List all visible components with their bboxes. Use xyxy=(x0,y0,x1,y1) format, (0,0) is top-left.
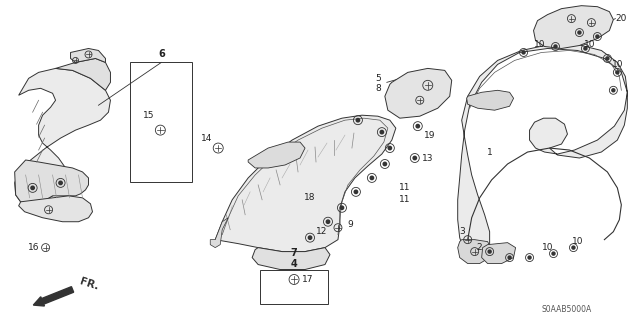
Circle shape xyxy=(340,206,344,210)
Text: 2: 2 xyxy=(477,243,483,252)
Text: 8: 8 xyxy=(375,84,381,93)
Text: 9: 9 xyxy=(347,220,353,229)
Polygon shape xyxy=(70,48,106,63)
FancyArrow shape xyxy=(33,287,74,306)
Circle shape xyxy=(31,186,35,189)
Text: 19: 19 xyxy=(424,130,435,140)
Circle shape xyxy=(488,250,491,253)
Circle shape xyxy=(326,220,330,223)
Bar xyxy=(260,270,328,304)
Circle shape xyxy=(572,246,575,249)
Text: 10: 10 xyxy=(584,40,595,49)
Bar xyxy=(131,63,192,182)
Circle shape xyxy=(354,190,358,194)
Circle shape xyxy=(59,181,62,185)
Text: S0AAB5000A: S0AAB5000A xyxy=(541,305,591,314)
Text: 20: 20 xyxy=(616,14,627,23)
Text: 5: 5 xyxy=(375,74,381,83)
Text: 16: 16 xyxy=(28,243,40,252)
Circle shape xyxy=(383,162,387,166)
Text: 4: 4 xyxy=(291,258,298,269)
Circle shape xyxy=(413,156,417,160)
Polygon shape xyxy=(19,196,93,222)
Circle shape xyxy=(356,118,360,122)
Circle shape xyxy=(578,31,581,34)
Text: 11: 11 xyxy=(399,195,411,204)
Text: 13: 13 xyxy=(422,153,433,162)
Circle shape xyxy=(616,71,619,74)
Polygon shape xyxy=(56,58,111,90)
Text: 11: 11 xyxy=(399,183,411,192)
Circle shape xyxy=(528,256,531,259)
Circle shape xyxy=(380,130,383,134)
Polygon shape xyxy=(215,115,396,252)
Circle shape xyxy=(554,45,557,48)
Polygon shape xyxy=(15,160,88,205)
Polygon shape xyxy=(15,68,111,205)
Polygon shape xyxy=(385,68,452,118)
Circle shape xyxy=(584,47,587,50)
Text: 7: 7 xyxy=(291,248,298,258)
Circle shape xyxy=(596,35,599,38)
Text: 10: 10 xyxy=(572,237,583,246)
Polygon shape xyxy=(210,218,228,248)
Polygon shape xyxy=(467,90,513,110)
Text: 15: 15 xyxy=(143,111,154,120)
Polygon shape xyxy=(248,142,305,168)
Text: 6: 6 xyxy=(158,49,164,59)
Circle shape xyxy=(388,146,392,150)
Text: 18: 18 xyxy=(304,193,316,202)
Polygon shape xyxy=(482,243,516,263)
Circle shape xyxy=(612,89,615,92)
Polygon shape xyxy=(458,240,492,263)
Polygon shape xyxy=(252,248,330,270)
Circle shape xyxy=(508,256,511,259)
Polygon shape xyxy=(458,45,627,256)
Text: 14: 14 xyxy=(200,134,212,143)
Circle shape xyxy=(416,124,419,128)
Text: 10: 10 xyxy=(612,60,623,69)
Text: 12: 12 xyxy=(316,227,328,236)
Polygon shape xyxy=(534,6,613,48)
Text: 3: 3 xyxy=(459,227,465,236)
Circle shape xyxy=(606,57,609,60)
Text: FR.: FR. xyxy=(79,277,100,292)
Circle shape xyxy=(552,252,555,255)
Text: 10: 10 xyxy=(534,40,545,49)
Text: 17: 17 xyxy=(302,275,314,284)
Circle shape xyxy=(308,236,312,239)
Circle shape xyxy=(522,51,525,54)
Text: 1: 1 xyxy=(487,147,493,157)
Circle shape xyxy=(370,176,374,180)
Text: 10: 10 xyxy=(541,243,553,252)
